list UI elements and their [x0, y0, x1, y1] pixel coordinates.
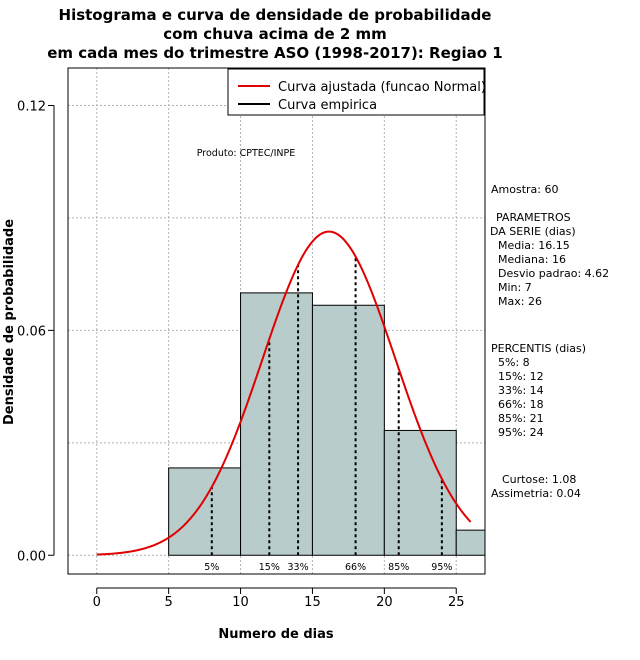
- chart-title-line-1: Histograma e curva de densidade de proba…: [59, 6, 492, 24]
- histogram-bar-0: [168, 467, 242, 556]
- percentil-5: 5%: 8: [498, 356, 530, 369]
- sample-size: Amostra: 60: [491, 183, 558, 196]
- normal-fit-curve: [96, 230, 472, 556]
- param-mean: Media: 16.15: [498, 239, 570, 252]
- legend: Curva ajustada (funcao Normal) Curva emp…: [227, 68, 486, 116]
- x-tick-label-4: 20: [376, 595, 393, 610]
- x-tick-label-1: 5: [165, 595, 173, 610]
- param-min: Min: 7: [498, 281, 532, 294]
- y-tick-label-2: 0.12: [17, 99, 46, 114]
- chart-title-line-2: com chuva acima de 2 mm: [163, 25, 387, 43]
- stats-panel: Amostra: 60 PARAMETROS DA SERIE (dias) M…: [490, 183, 609, 500]
- param-sd: Desvio padrao: 4.62: [498, 267, 609, 280]
- params-title-1: PARAMETROS: [496, 211, 571, 224]
- histogram-bars: [168, 292, 486, 556]
- histogram-bar-4: [455, 529, 486, 556]
- legend-label-normal: Curva ajustada (funcao Normal): [278, 80, 486, 95]
- chart-title-line-3: em cada mes do trimestre ASO (1998-2017)…: [47, 44, 502, 62]
- y-tick-label-0: 0.00: [17, 549, 46, 564]
- percentile-label-66: 66%: [345, 562, 366, 573]
- histogram-bar-1: [240, 292, 313, 556]
- percentil-66: 66%: 18: [498, 398, 544, 411]
- y-tick-label-1: 0.06: [17, 324, 46, 339]
- params-title-2: DA SERIE (dias): [490, 225, 576, 238]
- histogram-bar-3: [383, 429, 457, 556]
- param-median: Mediana: 16: [498, 253, 566, 266]
- assimetria: Assimetria: 0.04: [491, 487, 581, 500]
- percentil-15: 15%: 12: [498, 370, 544, 383]
- percentile-label-5: 5%: [204, 562, 219, 573]
- histogram-bar-2: [311, 304, 385, 556]
- x-tick-label-3: 15: [304, 595, 321, 610]
- curtose: Curtose: 1.08: [502, 473, 576, 486]
- param-max: Max: 26: [498, 295, 542, 308]
- percentil-85: 85%: 21: [498, 412, 544, 425]
- percentile-label-95: 95%: [431, 562, 452, 573]
- percentile-label-33: 33%: [288, 562, 309, 573]
- percentile-lines: 5% 15% 33% 66% 85% 95%: [204, 256, 452, 573]
- legend-label-empirical: Curva empirica: [278, 98, 377, 113]
- percentile-label-15: 15%: [259, 562, 280, 573]
- legend-box: [227, 68, 485, 116]
- x-tick-label-5: 25: [448, 595, 465, 610]
- normal-curve-layer: [96, 230, 472, 556]
- x-tick-label-2: 10: [232, 595, 249, 610]
- percentil-95: 95%: 24: [498, 426, 544, 439]
- axes: 0 5 10 15 20 25 0.00 0.06 0.12: [17, 99, 464, 610]
- percentile-label-85: 85%: [388, 562, 409, 573]
- x-axis-label: Numero de dias: [218, 627, 334, 642]
- percentis-title: PERCENTIS (dias): [491, 342, 586, 355]
- percentil-33: 33%: 14: [498, 384, 544, 397]
- plot-frame: [67, 67, 486, 575]
- x-tick-label-0: 0: [93, 595, 101, 610]
- y-axis-label: Densidade de probabilidade: [2, 219, 17, 425]
- product-annotation: Produto: CPTEC/INPE: [197, 148, 296, 159]
